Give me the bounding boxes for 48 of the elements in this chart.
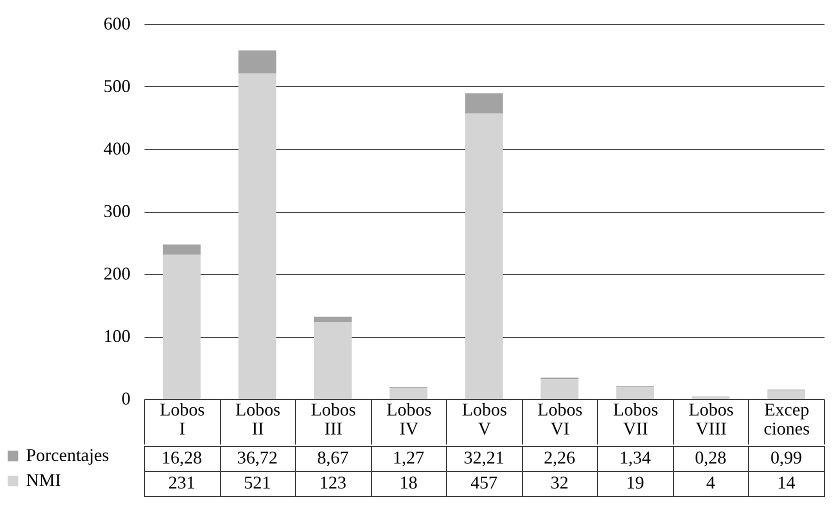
- y-tick-label: 300: [104, 201, 130, 221]
- bar: [314, 322, 352, 399]
- data-label: 18: [399, 472, 418, 492]
- x-tick-label: Lobos VII: [613, 400, 658, 438]
- x-tick-label: Lobos III: [310, 400, 356, 438]
- bar: [238, 50, 276, 74]
- data-label: 4: [706, 472, 716, 492]
- bar: [767, 390, 806, 399]
- y-tick-label: 100: [104, 326, 130, 346]
- x-tick-label: Lobos VIII: [688, 400, 734, 438]
- data-label: 1,27: [392, 448, 424, 468]
- x-tick-label: Lobos IV: [386, 400, 432, 438]
- data-label: 0,99: [770, 448, 802, 468]
- legend-label: Porcentajes: [26, 445, 109, 465]
- bar: [314, 316, 352, 322]
- data-label: 16,28: [162, 448, 202, 468]
- data-label: 32,21: [464, 448, 504, 468]
- data-label: 2,26: [544, 448, 576, 468]
- data-label: 8,67: [317, 448, 349, 468]
- bar: [465, 113, 503, 399]
- data-label: 14: [777, 472, 796, 492]
- x-tick-label: Lobos I: [160, 400, 205, 438]
- x-tick-label: Lobos II: [235, 400, 280, 438]
- bar: [162, 254, 201, 399]
- bar: [390, 388, 428, 399]
- x-tick-label: Lobos VI: [538, 400, 583, 438]
- x-tick-label: Excep ciones: [764, 400, 810, 438]
- data-label: 521: [244, 472, 271, 492]
- y-tick-label: 0: [122, 388, 130, 408]
- data-label: 0,28: [694, 448, 726, 468]
- x-tick-label: Lobos V: [462, 400, 507, 438]
- y-tick-label: 400: [104, 138, 130, 158]
- y-tick-label: 200: [104, 264, 130, 284]
- y-tick-label: 500: [104, 76, 130, 96]
- data-label: 231: [168, 472, 196, 492]
- data-label: 123: [319, 472, 346, 492]
- bar: [238, 73, 276, 399]
- legend-label: NMI: [26, 470, 62, 490]
- bar: [465, 93, 503, 114]
- bar: [616, 387, 654, 399]
- bar: [162, 244, 201, 255]
- data-label: 457: [470, 472, 498, 492]
- data-label: 36,72: [237, 448, 278, 468]
- data-label: 32: [550, 472, 569, 492]
- data-label: 1,34: [619, 448, 651, 468]
- y-tick-label: 600: [104, 14, 130, 34]
- data-label: 19: [626, 472, 644, 492]
- bar: [540, 379, 578, 399]
